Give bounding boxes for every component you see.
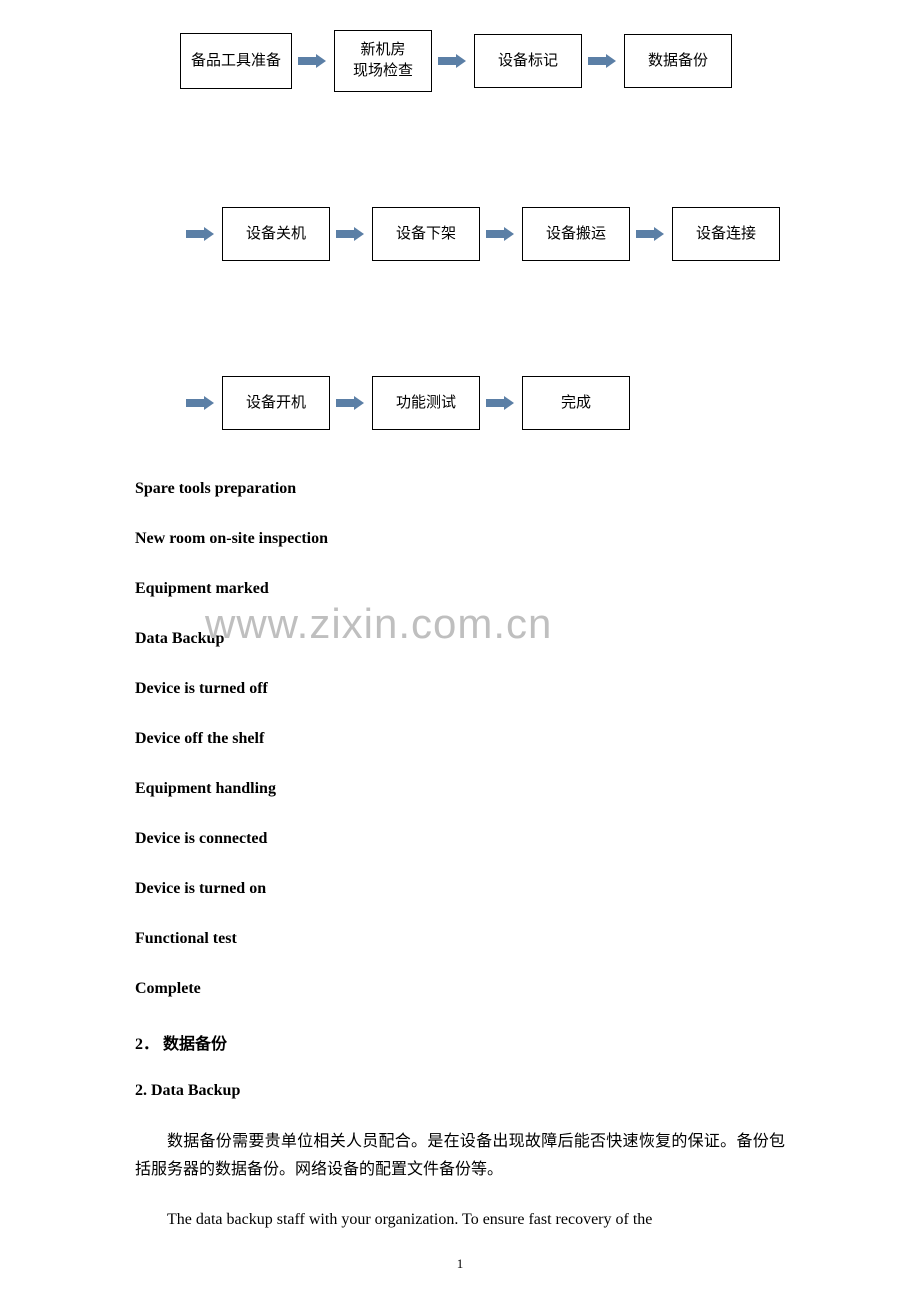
arrow-icon: [330, 396, 372, 410]
paragraph-cn: 数据备份需要贵单位相关人员配合。是在设备出现故障后能否快速恢复的保证。备份包括服…: [135, 1128, 785, 1184]
flow-box: 设备标记: [474, 34, 582, 88]
arrow-icon: [180, 227, 222, 241]
arrow-icon: [480, 227, 522, 241]
flow-row: 备品工具准备 新机房现场检查 设备标记 数据备份: [180, 30, 800, 92]
flow-box-label: 备品工具准备: [191, 51, 281, 72]
list-item: Device is turned on: [135, 880, 785, 898]
flow-box-label: 完成: [561, 393, 591, 414]
list-item: Equipment marked: [135, 580, 785, 598]
list-item: Device is turned off: [135, 680, 785, 698]
flow-box-label: 设备搬运: [546, 224, 606, 245]
paragraph-en: The data backup staff with your organiza…: [135, 1206, 785, 1234]
page-number: 1: [0, 1256, 920, 1272]
list-item: New room on-site inspection: [135, 530, 785, 548]
flow-box-label: 功能测试: [396, 393, 456, 414]
flow-box: 备品工具准备: [180, 33, 292, 89]
flow-box-label: 设备标记: [498, 51, 558, 72]
flow-box: 设备搬运: [522, 207, 630, 261]
arrow-icon: [330, 227, 372, 241]
arrow-icon: [180, 396, 222, 410]
flow-box: 设备下架: [372, 207, 480, 261]
flow-box-label: 设备下架: [396, 224, 456, 245]
list-item: Device is connected: [135, 830, 785, 848]
flow-box: 新机房现场检查: [334, 30, 432, 92]
flow-box: 数据备份: [624, 34, 732, 88]
section-title-cn: 2． 数据备份: [135, 1030, 785, 1054]
arrow-icon: [432, 54, 474, 68]
text-content: Spare tools preparation New room on-site …: [135, 480, 785, 1234]
flow-box: 完成: [522, 376, 630, 430]
flowchart: 备品工具准备 新机房现场检查 设备标记 数据备份设备关机 设备下架 设备搬运 设备连接设备开…: [180, 30, 800, 430]
list-item: Complete: [135, 980, 785, 998]
flow-box-label: 设备关机: [246, 224, 306, 245]
arrow-icon: [292, 54, 334, 68]
flow-box-label: 数据备份: [648, 51, 708, 72]
section-title-en: 2. Data Backup: [135, 1082, 785, 1100]
flow-box-label: 现场检查: [353, 61, 413, 82]
list-item: Functional test: [135, 930, 785, 948]
flow-row: 设备开机 功能测试 完成: [180, 376, 800, 430]
watermark: www.zixin.com.cn: [205, 600, 552, 648]
arrow-icon: [582, 54, 624, 68]
flow-row: 设备关机 设备下架 设备搬运 设备连接: [180, 207, 800, 261]
flow-box: 设备关机: [222, 207, 330, 261]
flow-box: 功能测试: [372, 376, 480, 430]
flow-box-label: 新机房: [360, 40, 405, 61]
flow-box-label: 设备开机: [246, 393, 306, 414]
list-item: Equipment handling: [135, 780, 785, 798]
arrow-icon: [630, 227, 672, 241]
flow-box: 设备连接: [672, 207, 780, 261]
list-item: Spare tools preparation: [135, 480, 785, 498]
flow-box-label: 设备连接: [696, 224, 756, 245]
arrow-icon: [480, 396, 522, 410]
flow-box: 设备开机: [222, 376, 330, 430]
list-item: Device off the shelf: [135, 730, 785, 748]
